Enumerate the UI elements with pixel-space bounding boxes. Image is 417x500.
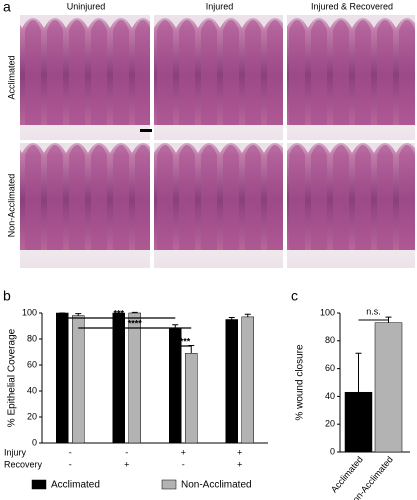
row-label: Acclimated xyxy=(6,55,16,99)
y-tick-label: 100 xyxy=(22,307,37,317)
condition-mark: + xyxy=(237,459,242,469)
bar xyxy=(112,312,125,444)
y-axis-label: % Epithelial Coverage xyxy=(7,328,18,427)
legend-label: Acclimated xyxy=(51,480,100,491)
legend-label: Non-Acclimated xyxy=(181,480,252,491)
y-tick-label: 80 xyxy=(27,333,37,343)
bar xyxy=(185,353,198,444)
y-tick-label: 20 xyxy=(325,419,335,429)
error-bar xyxy=(75,313,82,316)
row-label: Non-Acclimated xyxy=(6,174,16,238)
panel-label: a xyxy=(3,0,11,15)
condition-mark: - xyxy=(182,459,185,469)
histology-image xyxy=(154,15,283,140)
bar xyxy=(128,312,141,444)
legend-swatch xyxy=(31,479,47,490)
bar xyxy=(72,315,85,444)
column-label: Injured & Recovered xyxy=(311,1,393,11)
y-tick-label: 80 xyxy=(325,335,335,345)
condition-mark: - xyxy=(69,447,72,457)
panel-label: b xyxy=(3,288,11,304)
y-tick-label: 60 xyxy=(325,363,335,373)
error-bar xyxy=(188,345,195,354)
condition-mark: - xyxy=(125,447,128,457)
histology-image xyxy=(287,143,415,268)
legend-swatch xyxy=(161,479,177,490)
significance-label: n.s. xyxy=(366,306,381,316)
condition-label: Injury xyxy=(4,447,27,457)
condition-mark: + xyxy=(124,459,129,469)
panel-label: c xyxy=(291,288,298,304)
error-bar xyxy=(228,317,235,320)
y-tick-label: 40 xyxy=(325,391,335,401)
y-tick-label: 20 xyxy=(27,411,37,421)
histology-image xyxy=(154,143,283,268)
y-tick-label: 0 xyxy=(330,446,335,456)
y-axis-label: % wound closure xyxy=(295,344,306,421)
condition-label: Recovery xyxy=(4,459,43,469)
error-bar xyxy=(244,313,251,317)
bar xyxy=(225,319,238,444)
histology-panel: a xyxy=(3,0,11,15)
bar xyxy=(344,391,373,453)
bar xyxy=(374,322,403,453)
error-bar xyxy=(131,311,138,313)
histology-image xyxy=(287,15,415,140)
significance-label: **** xyxy=(128,318,143,328)
significance-label: *** xyxy=(113,308,124,318)
condition-mark: + xyxy=(181,447,186,457)
bar xyxy=(241,316,254,444)
y-tick-label: 40 xyxy=(27,385,37,395)
y-tick-label: 0 xyxy=(32,437,37,447)
y-tick-label: 60 xyxy=(27,359,37,369)
y-tick-label: 100 xyxy=(320,307,335,317)
error-bar xyxy=(355,352,362,393)
scale-bar xyxy=(140,129,152,132)
histology-image xyxy=(20,143,150,268)
column-label: Uninjured xyxy=(67,1,106,11)
bar xyxy=(56,312,69,444)
histology-image xyxy=(20,15,150,140)
condition-mark: + xyxy=(237,447,242,457)
significance-label: **** xyxy=(176,336,191,346)
condition-mark: - xyxy=(69,459,72,469)
column-label: Injured xyxy=(206,1,234,11)
